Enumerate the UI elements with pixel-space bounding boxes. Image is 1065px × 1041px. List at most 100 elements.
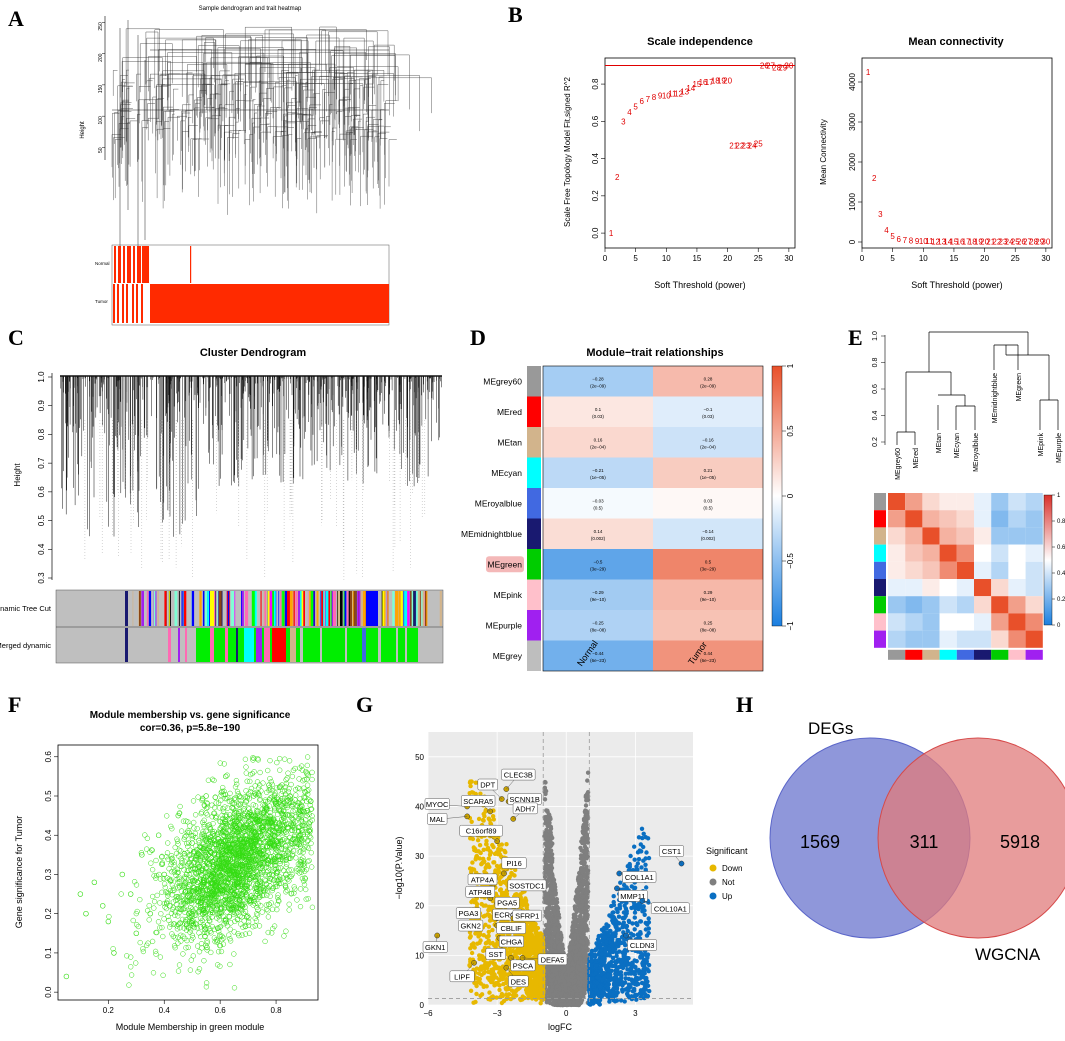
eigengene-leaf-label: MEgreen [1016, 373, 1023, 402]
cell-correlation: −0.21 [592, 468, 604, 473]
eigengene-adjacency-cell [957, 613, 974, 630]
module-color-swatch [527, 549, 541, 580]
f-point [119, 892, 124, 897]
eigengene-adjacency-cell [905, 631, 922, 648]
eigengene-adjacency-cell [905, 545, 922, 562]
f-ytick-label: 0.6 [44, 751, 53, 763]
merged-module-strip [272, 628, 286, 662]
f-point [310, 770, 315, 775]
e-col-swatch [922, 650, 939, 660]
f-point [197, 949, 202, 954]
module-color-swatch [527, 458, 541, 489]
e-row-swatch [874, 631, 886, 648]
dynamic-module-strip [317, 591, 319, 626]
f-point [213, 795, 218, 800]
f-point [225, 773, 230, 778]
module-trait-cell [543, 549, 653, 580]
dynamic-module-strip [399, 591, 401, 626]
mc-xtick-label: 5 [890, 254, 895, 263]
eigengene-adjacency-cell [888, 562, 905, 579]
g-xtick-label: 3 [633, 1009, 638, 1018]
scale-point: 6 [640, 97, 645, 106]
panel-a-title: Sample dendrogram and trait heatmap [199, 6, 302, 12]
dynamic-module-strip [203, 591, 205, 626]
eigengene-adjacency-cell [922, 510, 939, 527]
module-trait-cell [543, 519, 653, 550]
dynamic-module-strip [364, 591, 366, 626]
mc-point: 5 [890, 232, 895, 241]
cell-pvalue: (2e−09) [700, 383, 716, 388]
panel-a: A Sample dendrogram and trait heatmap He… [8, 6, 432, 325]
f-point [145, 908, 150, 913]
f-point [152, 899, 157, 904]
module-row-label: MEroyalblue [475, 498, 523, 508]
f-point [145, 836, 150, 841]
dynamic-module-strip [139, 591, 141, 626]
eigengene-adjacency-cell [991, 510, 1008, 527]
f-point [244, 771, 249, 776]
normal-trait-bar [118, 246, 121, 283]
eigengene-adjacency-cell [1026, 613, 1043, 630]
dynamic-module-strip [340, 591, 343, 626]
f-point [129, 973, 134, 978]
f-point [297, 777, 302, 782]
e-row-swatch [874, 562, 886, 579]
f-point [269, 779, 274, 784]
f-point [128, 964, 133, 969]
eigengene-adjacency-cell [905, 493, 922, 510]
module-color-swatch [527, 427, 541, 458]
module-trait-cell [543, 580, 653, 611]
f-point [300, 778, 305, 783]
scale-ytick-label: 0.8 [591, 78, 600, 90]
mc-ylabel: Mean Connectivity [819, 119, 828, 185]
dynamic-module-strip [149, 591, 151, 626]
d-legend-label: 0.5 [786, 425, 795, 437]
f-point [243, 757, 248, 762]
eigengene-adjacency-cell [974, 493, 991, 510]
dynamic-module-strip [261, 591, 262, 626]
f-point [275, 902, 280, 907]
c-ytick-label: 1.0 [37, 371, 46, 383]
module-trait-cell [653, 488, 763, 519]
merged-module-strip [320, 628, 322, 662]
merged-module-strip [225, 628, 228, 662]
f-point [92, 880, 97, 885]
dynamic-module-strip [347, 591, 349, 626]
cell-pvalue: (1e−05) [700, 475, 716, 480]
merged-module-strip [264, 628, 270, 662]
dynamic-module-strip [217, 591, 218, 626]
mc-point: 1 [866, 68, 871, 77]
cell-pvalue: (0.03) [592, 414, 604, 419]
cell-correlation: 0.14 [594, 529, 603, 534]
f-point [197, 967, 202, 972]
f-point [140, 946, 145, 951]
dynamic-module-strip [366, 591, 378, 626]
dynamic-module-strip [302, 591, 304, 626]
f-point [208, 950, 213, 955]
g-point-not [544, 828, 548, 832]
scale-xtick-label: 25 [754, 254, 763, 263]
dynamic-module-strip [169, 591, 170, 626]
dynamic-module-strip [407, 591, 409, 626]
mean-connectivity-title: Mean connectivity [908, 36, 1004, 48]
g-point-not [547, 818, 551, 822]
eigengene-adjacency-cell [1026, 562, 1043, 579]
f-point [176, 969, 181, 974]
f-point [182, 867, 187, 872]
f-point [281, 868, 286, 873]
panel-e-yticks: 1.00.80.60.40.2 [872, 331, 885, 447]
f-point [295, 898, 300, 903]
f-point [225, 923, 230, 928]
f-point [124, 953, 129, 958]
f-point [181, 952, 186, 957]
eigengene-adjacency-cell [974, 579, 991, 596]
eigengene-leaf-label: MEgrey60 [895, 448, 902, 480]
cell-pvalue: (8e−08) [590, 627, 606, 632]
f-ytick-label: 0.4 [44, 829, 53, 841]
eigengene-adjacency-cell [940, 562, 957, 579]
c-ytick-label: 0.4 [37, 543, 46, 555]
